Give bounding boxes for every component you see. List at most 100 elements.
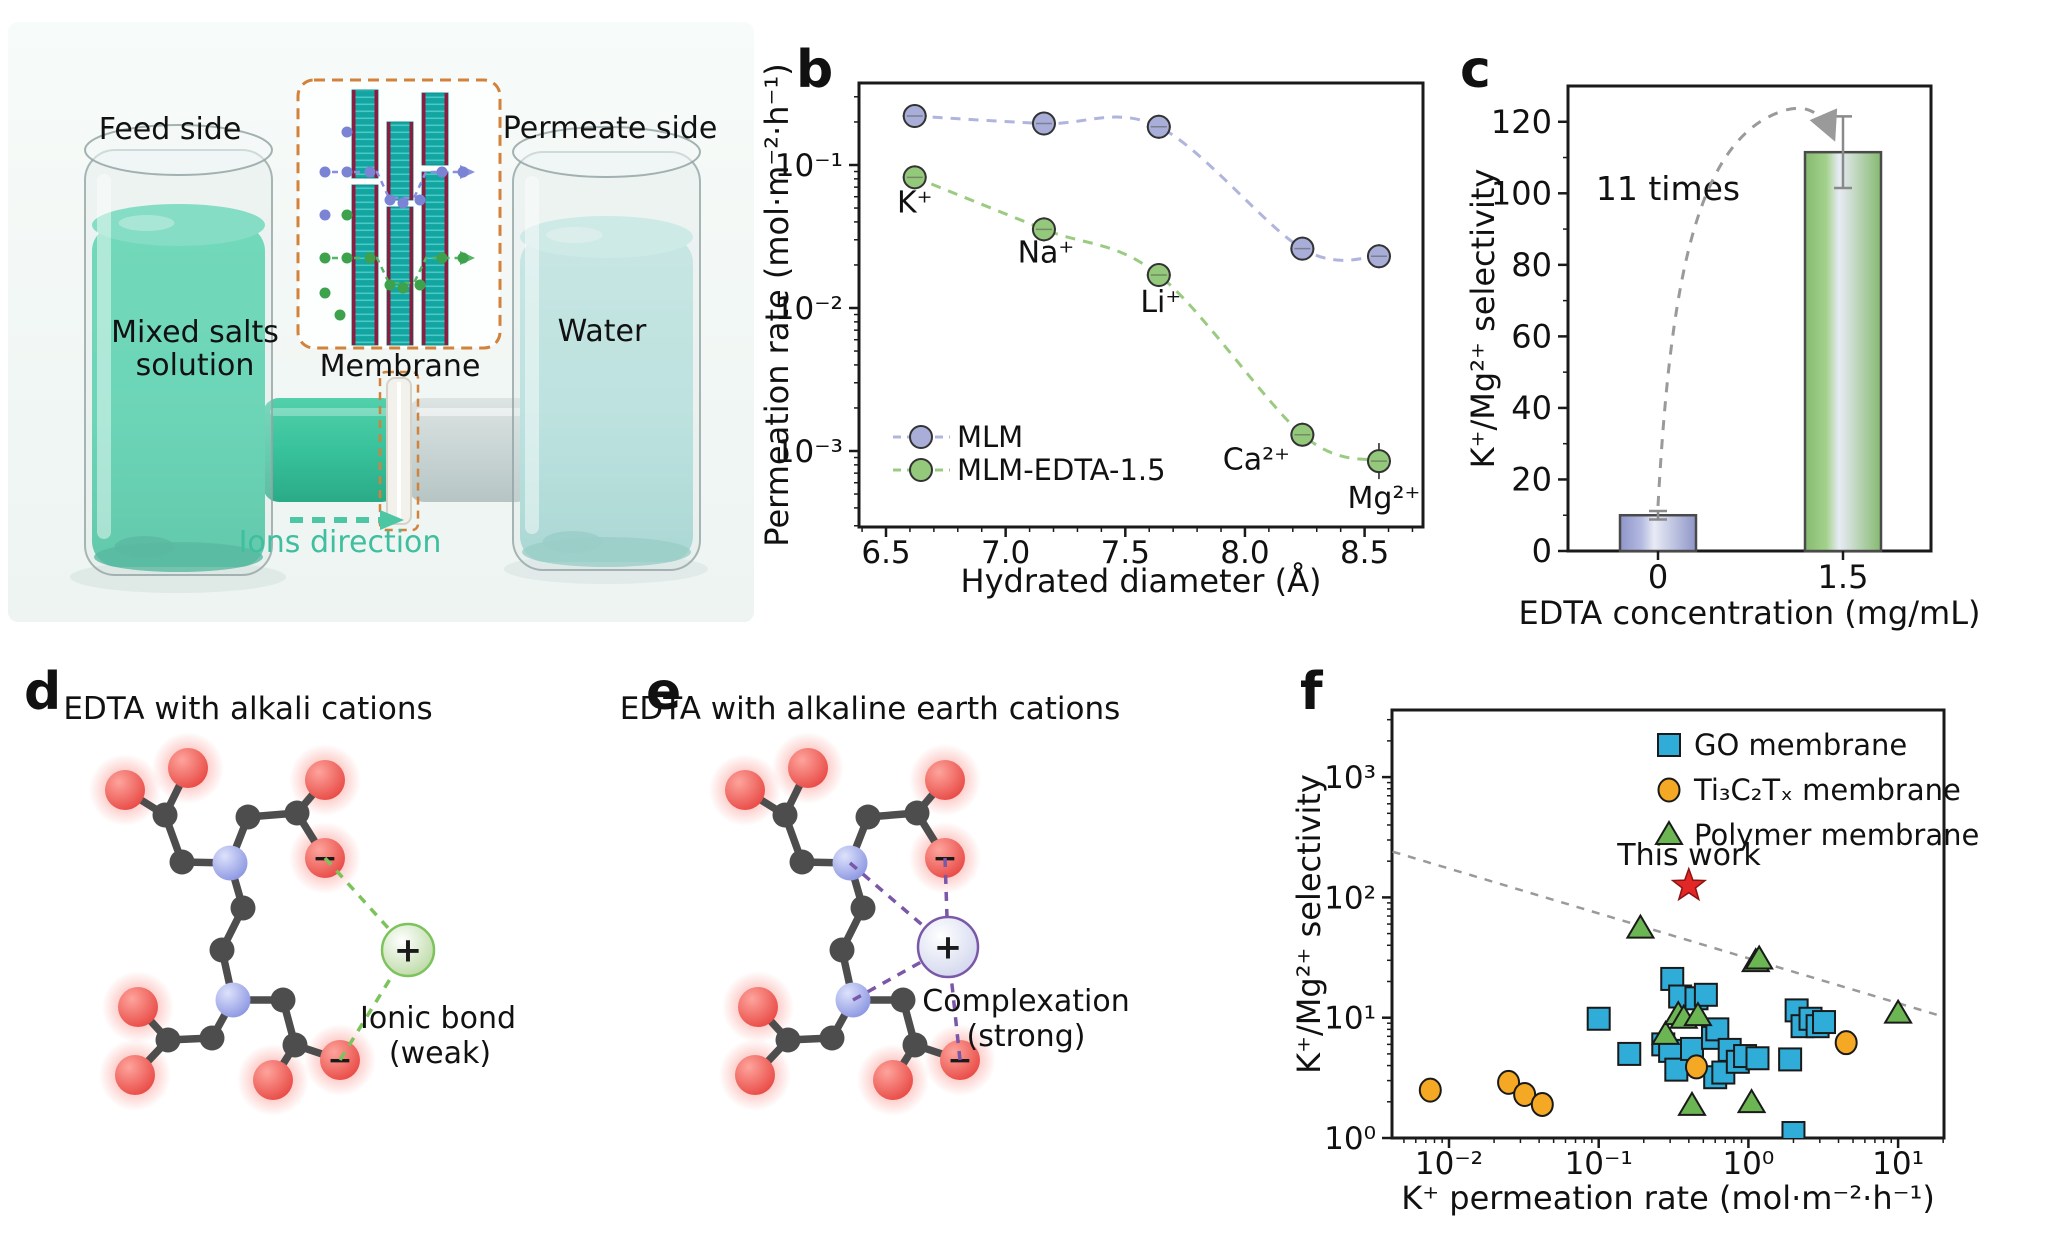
y-tick-label: 100	[1491, 175, 1552, 213]
nanosheet	[421, 92, 449, 166]
blue-ion	[414, 194, 426, 206]
carbon-atom	[904, 800, 930, 826]
cation	[380, 922, 436, 978]
oxygen-atom	[873, 1060, 913, 1100]
carbon-atom	[819, 1025, 845, 1051]
oxygen-atom	[725, 770, 765, 810]
permeate-side-label: Permeate side	[502, 111, 718, 146]
y-tick-label: 10⁰	[1324, 1121, 1376, 1157]
oxygen-atom	[105, 770, 145, 810]
legend-marker	[1657, 777, 1681, 803]
feed-cylinder-liquid-surface	[92, 204, 265, 246]
green-ion	[414, 279, 426, 291]
green-ion	[319, 252, 331, 264]
carbon-atom	[230, 895, 256, 921]
data-point-circle	[1418, 1077, 1442, 1103]
y-tick-label: 120	[1491, 103, 1552, 141]
oxygen-atom	[115, 1055, 155, 1095]
green-ion	[334, 309, 346, 321]
panel-e-molecule: −−+	[709, 732, 996, 1116]
legend-marker	[909, 458, 933, 482]
data-point-circle	[1513, 1081, 1537, 1107]
complexation-annotation-line1: Complexation	[922, 984, 1130, 1019]
complexation-annotation-line2: (strong)	[966, 1019, 1086, 1054]
data-point-square	[1705, 1017, 1730, 1042]
y-tick-label: 10¹	[1324, 1001, 1376, 1037]
green-ion	[384, 279, 396, 291]
x-tick-label: 10⁻¹	[1565, 1146, 1633, 1182]
panel-label-e: e	[646, 662, 682, 722]
carbon-atom	[855, 804, 881, 830]
data-point-square	[1745, 1046, 1770, 1071]
panel-label-f: f	[1300, 662, 1323, 722]
green-ion	[364, 252, 376, 264]
panel-label-d: d	[24, 662, 62, 722]
green-ion	[341, 252, 353, 264]
y-axis-title: K⁺/Mg²⁺ selectivity	[1464, 169, 1502, 469]
data-point-square	[1664, 1057, 1689, 1082]
mixed-salts-label-line2: solution	[135, 348, 255, 383]
carbon-atom	[235, 804, 261, 830]
nanosheet	[386, 121, 414, 201]
green-ion	[436, 252, 448, 264]
data-point-triangle	[1883, 998, 1913, 1024]
ion-label: Li⁺	[1140, 285, 1181, 320]
blue-ion	[436, 166, 448, 178]
carbon-atom	[850, 895, 876, 921]
blue-ion	[397, 197, 409, 209]
x-tick-label: 1.5	[1818, 558, 1869, 596]
legend-marker	[1657, 733, 1681, 757]
nanosheet	[386, 206, 414, 346]
carbon-atom	[152, 802, 178, 828]
mixed-salts-label-line1: Mixed salts	[111, 315, 279, 350]
y-axis-title: K⁺/Mg²⁺ selectivity	[1290, 774, 1328, 1074]
panel-f-chart: 10⁻² 10⁻¹ 10⁰ 10¹ 10⁰ 10¹ 10² 10³ K⁺ permeation …	[1290, 708, 1979, 1217]
anion-minus-sign: −	[327, 1043, 352, 1078]
oxygen-atom	[738, 987, 778, 1027]
carbon-atom	[169, 849, 195, 875]
ion-label: K⁺	[897, 185, 933, 220]
x-axis-title: Hydrated diameter (Å)	[961, 562, 1322, 600]
data-point-circle	[1684, 1054, 1708, 1080]
cation	[916, 915, 980, 979]
shadow	[70, 561, 286, 593]
ions-direction-label: Ions direction	[238, 525, 442, 560]
permeate-cylinder-glass-rim	[512, 126, 701, 178]
panel-a-illustration	[8, 22, 754, 622]
legend-label: MLM	[957, 420, 1023, 454]
series-line-MLM	[914, 114, 1380, 262]
blue-ion	[457, 166, 469, 178]
x-tick-label: 10¹	[1872, 1146, 1924, 1182]
data-point-triangle	[1625, 913, 1656, 939]
oxygen-atom	[305, 760, 345, 800]
data-point-circle	[1834, 1030, 1858, 1056]
nanosheet	[351, 184, 379, 346]
y-tick-label: 10³	[1324, 760, 1376, 796]
ionic-bond-annotation-line1: Ionic bond	[359, 1001, 517, 1036]
blue-ion	[341, 126, 353, 138]
bar-1.5	[1803, 150, 1883, 553]
data-point-square	[1586, 1006, 1611, 1031]
oxygen-atom	[168, 748, 208, 788]
interaction-dashed-bond	[946, 946, 962, 1061]
carbon-atom	[775, 1027, 801, 1053]
green-ion	[457, 252, 469, 264]
y-tick-label: 40	[1511, 389, 1552, 427]
carbon-atom	[270, 987, 296, 1013]
carbon-atom	[789, 849, 815, 875]
carbon-atom	[155, 1027, 181, 1053]
x-tick-label: 8.5	[1340, 535, 1389, 571]
carbon-atom	[282, 1032, 308, 1058]
y-tick-label: 10⁻³	[775, 434, 843, 470]
x-tick-label: 6.5	[861, 535, 910, 571]
carbon-atom	[829, 937, 855, 963]
annotation-11-times: 11 times	[1596, 169, 1740, 208]
blue-ion	[364, 166, 376, 178]
data-point-square	[1812, 1010, 1837, 1035]
series-line-MLM-EDTA-1.5	[914, 175, 1380, 463]
water-label: Water	[557, 314, 647, 349]
legend-label: Polymer membrane	[1694, 818, 1979, 852]
data-point-triangle	[1744, 944, 1774, 970]
